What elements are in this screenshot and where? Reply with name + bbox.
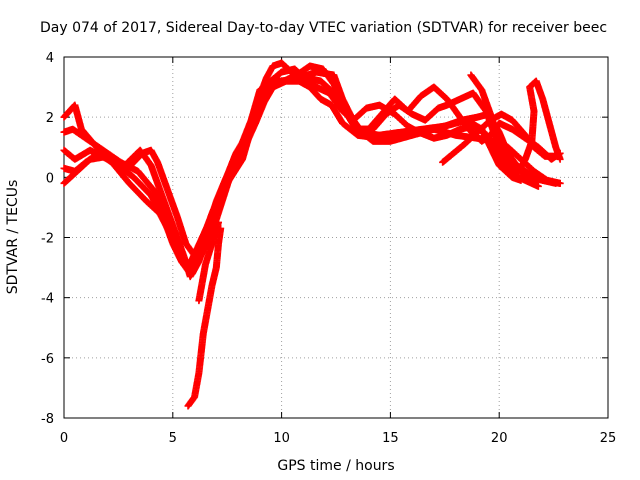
data-series-track-6 <box>184 224 225 410</box>
x-tick-label: 0 <box>60 431 68 446</box>
y-tick-label: -8 <box>41 412 54 427</box>
y-axis-title: SDTVAR / TECUs <box>5 180 21 295</box>
data-series-track-3 <box>60 68 564 260</box>
y-tick-label: 0 <box>46 171 54 186</box>
y-tick-label: 4 <box>46 51 54 66</box>
y-tick-label: -6 <box>41 352 54 367</box>
x-axis-title: GPS time / hours <box>277 458 394 474</box>
x-tick-label: 15 <box>382 431 399 446</box>
y-tick-label: -4 <box>41 292 54 307</box>
data-point <box>556 155 564 163</box>
x-tick-label: 25 <box>600 431 617 446</box>
y-tick-label: 2 <box>46 111 54 126</box>
x-tick-label: 20 <box>491 431 508 446</box>
data-series-track-10 <box>330 74 560 187</box>
tick-labels: 0 5 10 15 20 25 -8 -6 -4 -2 0 2 4 <box>41 51 616 446</box>
data-point <box>552 179 560 187</box>
data-series-track-7 <box>195 218 222 305</box>
data-series-track-5 <box>60 62 564 281</box>
chart-title: Day 074 of 2017, Sidereal Day-to-day VTE… <box>40 20 607 36</box>
y-tick-label: -2 <box>41 232 54 247</box>
data-point <box>214 218 222 226</box>
x-tick-label: 5 <box>169 431 177 446</box>
data-markers <box>60 59 564 410</box>
data-point <box>534 182 542 190</box>
x-tick-label: 10 <box>273 431 290 446</box>
